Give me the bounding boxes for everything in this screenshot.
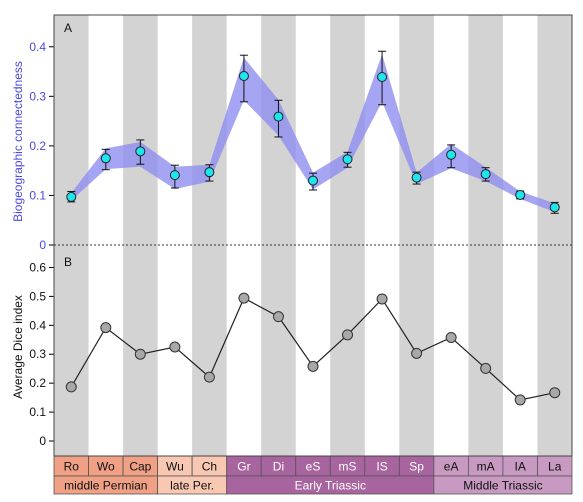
y-tick-label-b: 0.3 bbox=[29, 347, 46, 361]
stripe-column bbox=[123, 15, 158, 456]
y-axis-label-a: Biogeographic connectedness bbox=[11, 61, 25, 222]
stage-label: mS bbox=[339, 460, 357, 474]
y-tick-label-b: 0.2 bbox=[29, 376, 46, 390]
data-point-a bbox=[169, 170, 180, 181]
stripe-column bbox=[261, 15, 296, 456]
stage-label: La bbox=[548, 460, 562, 474]
y-tick-label-a: 0.2 bbox=[29, 139, 46, 153]
data-point-b bbox=[307, 360, 319, 372]
y-tick-label-a: 0 bbox=[39, 238, 46, 252]
panel-label-a: A bbox=[64, 21, 72, 35]
y-tick-label-b: 0.5 bbox=[29, 289, 46, 303]
stage-label: IS bbox=[376, 460, 387, 474]
data-point-b bbox=[65, 381, 77, 393]
data-point-b bbox=[480, 362, 492, 374]
plot-frame bbox=[53, 14, 573, 457]
epoch-label: Middle Triassic bbox=[463, 479, 542, 493]
data-point-b bbox=[238, 292, 250, 304]
stage-label: eA bbox=[444, 460, 459, 474]
data-point-b bbox=[134, 348, 146, 360]
stage-label: IA bbox=[515, 460, 526, 474]
data-point-b bbox=[549, 387, 561, 399]
stage-label: Wo bbox=[97, 460, 115, 474]
data-point-a bbox=[100, 153, 111, 164]
stage-label: Ch bbox=[202, 460, 217, 474]
data-point-b bbox=[445, 331, 457, 343]
panel-b: 0 0.1 0.2 0.3 0.4 0.5 0.6 Average Dice index B bbox=[11, 245, 561, 456]
stage-label: Cap bbox=[129, 460, 151, 474]
epoch-label: middle Permian bbox=[64, 479, 147, 493]
stage-label: mA bbox=[477, 460, 495, 474]
y-tick-label-b: 0.4 bbox=[29, 318, 46, 332]
y-tick-label-a: 0.1 bbox=[29, 188, 46, 202]
data-point-a bbox=[66, 191, 77, 202]
data-point-a bbox=[135, 146, 146, 157]
data-point-a bbox=[273, 111, 284, 122]
data-point-b bbox=[411, 347, 423, 359]
data-point-a bbox=[308, 175, 318, 186]
data-point-a bbox=[480, 169, 491, 180]
stripe-column bbox=[537, 15, 572, 456]
epoch-label: Early Triassic bbox=[295, 479, 366, 493]
timescale-bar: Ro Wo Cap Wu Ch Gr Di eS mS IS Sp eA mA IA La middle Pe… bbox=[53, 455, 573, 495]
data-point-a bbox=[342, 154, 353, 165]
data-point-a bbox=[411, 172, 422, 183]
y-tick-label-b: 0 bbox=[39, 434, 46, 448]
stripe-column bbox=[468, 15, 503, 456]
data-point-b bbox=[342, 329, 354, 341]
data-point-b bbox=[203, 371, 215, 383]
stripe-column bbox=[192, 15, 227, 456]
y-axis-label-b: Average Dice index bbox=[11, 295, 25, 399]
panel-label-b: B bbox=[64, 255, 72, 269]
y-tick-label-b: 0.6 bbox=[29, 260, 46, 274]
data-point-b bbox=[514, 394, 526, 406]
stage-label: Wu bbox=[166, 460, 184, 474]
data-point-b bbox=[169, 341, 181, 353]
stage-label: Sp bbox=[409, 460, 424, 474]
epoch-cell bbox=[433, 475, 573, 495]
data-point-a bbox=[377, 72, 388, 83]
stage-label: Ro bbox=[64, 460, 80, 474]
data-point-a bbox=[549, 202, 560, 213]
stage-label: eS bbox=[306, 460, 321, 474]
y-tick-label-a: 0.3 bbox=[29, 89, 46, 103]
data-point-a bbox=[204, 167, 215, 178]
y-tick-label-b: 0.1 bbox=[29, 405, 46, 419]
stripe-column bbox=[399, 15, 434, 456]
data-point-a bbox=[446, 149, 457, 160]
y-tick-label-a: 0.4 bbox=[29, 40, 46, 54]
data-point-b bbox=[376, 293, 388, 305]
stage-label: Di bbox=[273, 460, 284, 474]
stripe-column bbox=[330, 15, 365, 456]
data-point-a bbox=[515, 189, 526, 200]
epoch-label: late Per. bbox=[170, 479, 214, 493]
data-point-b bbox=[272, 311, 284, 323]
data-point-b bbox=[100, 322, 112, 334]
connectedness-band bbox=[71, 54, 555, 213]
stage-label: Gr bbox=[237, 460, 250, 474]
data-point-a bbox=[238, 71, 249, 82]
